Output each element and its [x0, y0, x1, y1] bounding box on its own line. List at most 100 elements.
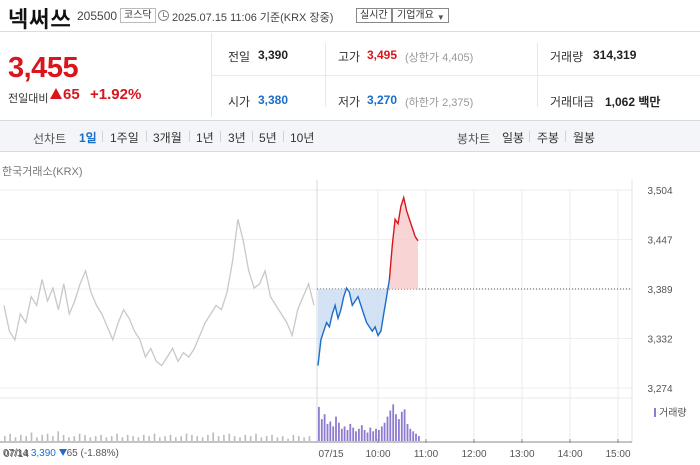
volume-bar-today [323, 414, 326, 441]
high-label: 고가 [338, 50, 361, 64]
volume-bar-prev-day [4, 436, 6, 441]
x-tick-label: 15:00 [605, 449, 630, 460]
prev-day-price: 3,390 [30, 448, 56, 459]
prev-day-rate: (-1.88%) [80, 448, 119, 459]
volume-bar-today [326, 423, 329, 441]
volume-bar-prev-day [159, 437, 161, 441]
volume-bar-prev-day [298, 436, 300, 441]
volume-bar-prev-day [217, 436, 220, 441]
y-tick-label: 3,447 [647, 236, 672, 247]
volume-bar-prev-day [137, 437, 140, 441]
volume-bar-today [343, 426, 346, 441]
volume-bar-today [406, 423, 409, 441]
volume-bar-today [360, 425, 363, 441]
line-chart-label: 선차트 [33, 132, 67, 146]
volume-label: 거래량 [550, 50, 584, 64]
prev-close-value: 3,390 [258, 48, 289, 62]
column-divider [325, 43, 326, 107]
series-line-today-down [317, 279, 391, 366]
column-divider [537, 43, 538, 107]
volume-bar-today [412, 431, 415, 442]
prev-close-label: 전일 [228, 50, 251, 64]
stock-name: 넥써쓰 [8, 7, 72, 32]
open-label: 시가 [228, 95, 251, 109]
stock-code: 205500 [77, 9, 118, 23]
tab-1w[interactable]: 1주일 [110, 131, 139, 145]
x-tick-label: 10:00 [365, 449, 390, 460]
volume-bar-prev-day [36, 437, 38, 441]
volume-bar-prev-day [212, 432, 214, 441]
market-badge: 코스닥 [120, 8, 156, 23]
volume-bar-today [335, 416, 337, 441]
tab-10y[interactable]: 10년 [290, 131, 315, 145]
volume-bar-prev-day [100, 434, 102, 441]
volume-bar-today [400, 411, 403, 442]
volume-bar-prev-day [196, 436, 198, 441]
tab-weekly[interactable]: 주봉 [537, 131, 560, 145]
volume-bar-prev-day [308, 436, 311, 441]
volume-bar-prev-day [62, 434, 65, 441]
company-overview-label: 기업개요 [397, 10, 434, 21]
volume-bar-prev-day [73, 436, 76, 441]
open-value: 3,380 [258, 93, 289, 107]
up-triangle-icon [50, 88, 62, 99]
tab-divider [565, 131, 566, 142]
area-below-baseline [318, 279, 390, 366]
trade-amount-label: 거래대금 [550, 95, 595, 109]
tab-1d[interactable]: 1일 [79, 131, 97, 145]
volume-bar-prev-day [132, 436, 134, 441]
volume-bar-prev-day [201, 437, 204, 441]
volume-bar-today [349, 423, 352, 441]
volume-bar-today [318, 406, 320, 441]
volume-bar-prev-day [14, 437, 17, 441]
x-tick-label: 07/15 [318, 449, 343, 460]
volume-bar-prev-day [121, 437, 124, 441]
tab-monthly[interactable]: 월봉 [573, 131, 596, 145]
tab-1y[interactable]: 1년 [196, 131, 214, 145]
tab-divider [283, 131, 284, 142]
volume-bar-today [346, 430, 349, 441]
volume-bar-prev-day [89, 437, 92, 441]
price-change: 65 [50, 86, 80, 103]
company-overview-button[interactable]: 기업개요 ▼ [392, 8, 449, 23]
volume-bar-today [375, 428, 377, 441]
volume-bar-today [372, 431, 375, 442]
volume-bar-prev-day [260, 437, 263, 441]
tab-3m[interactable]: 3개월 [153, 131, 182, 145]
volume-bar-today [398, 419, 400, 441]
volume-bar-prev-day [287, 438, 289, 441]
volume-bar-prev-day [191, 434, 193, 441]
volume-bar-prev-day [84, 434, 86, 441]
volume-bar-today [395, 414, 397, 441]
tab-5y[interactable]: 5년 [259, 131, 277, 145]
volume-bar-prev-day [244, 434, 247, 441]
volume-bar-prev-day [110, 436, 113, 441]
series-line-today-up [388, 195, 419, 280]
chart-canvas: 3,504 3,447 3,389 3,332 3,274 07/14 07/15 10:00… [0, 180, 673, 460]
down-triangle-icon [58, 449, 67, 456]
tab-daily[interactable]: 일봉 [502, 131, 525, 145]
volume-bar-prev-day [68, 437, 70, 441]
tab-divider [102, 131, 103, 142]
series-line-prev-day [3, 219, 315, 367]
high-value: 3,495 [367, 48, 398, 62]
x-tick-label: 07/14 [4, 449, 29, 460]
volume-bar-prev-day [148, 436, 150, 441]
volume-bar-prev-day [180, 436, 182, 441]
upper-limit: (상한가 4,405) [405, 52, 474, 64]
volume-legend: 거래량 [654, 404, 687, 419]
volume-bar-prev-day [249, 436, 252, 441]
low-label: 저가 [338, 95, 361, 109]
trade-amount-value: 1,062 백만 [605, 95, 661, 109]
volume-bar-today [340, 428, 343, 441]
candle-chart-label: 봉차트 [457, 132, 491, 146]
volume-bar-today [418, 436, 420, 441]
tab-3y[interactable]: 3년 [228, 131, 246, 145]
chart-period-tabs: 선차트 1일 1주일 3개월 1년 3년 5년 10년 봉차트 일봉 주봉 월봉 [0, 120, 700, 152]
x-tick-label: 14:00 [557, 449, 582, 460]
volume-bar-prev-day [239, 437, 241, 441]
quote-datetime: 2025.07.15 11:06 기준(KRX 장중) [172, 12, 334, 24]
volume-bar-today [329, 421, 332, 441]
volume-bar-prev-day [57, 431, 59, 442]
change-label: 전일대비 [8, 93, 49, 105]
